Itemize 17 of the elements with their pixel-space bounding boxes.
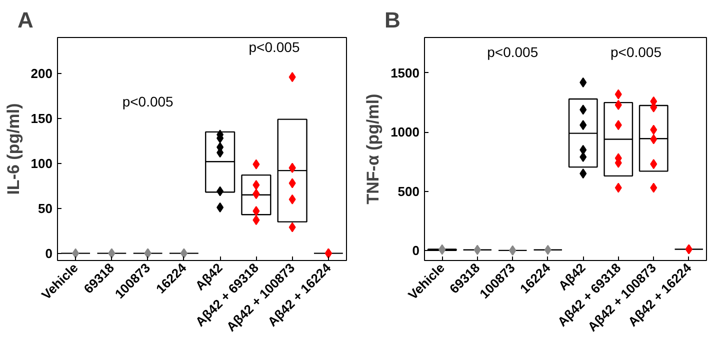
y-tick-label: 50 [38,200,53,216]
chart-title: A [18,8,34,32]
y-tick-label: 100 [30,156,53,171]
y-tick-label: 0 [412,242,420,258]
y-axis-title: IL-6 (pg/ml) [4,103,23,195]
annotation: p<0.005 [122,94,174,110]
y-axis-title: TNF-α (pg/ml) [364,94,383,204]
annotation: p<0.005 [248,38,300,55]
chart-title: B [384,8,400,32]
y-tick-label: 1000 [390,124,420,140]
y-tick-label: 150 [30,110,53,126]
y-tick-label: 1500 [390,65,420,80]
y-tick-label: 0 [45,246,53,261]
y-tick-label: 200 [30,66,53,81]
annotation: p<0.005 [487,44,538,60]
annotation: p<0.005 [610,44,662,60]
y-tick-label: 500 [398,184,420,199]
